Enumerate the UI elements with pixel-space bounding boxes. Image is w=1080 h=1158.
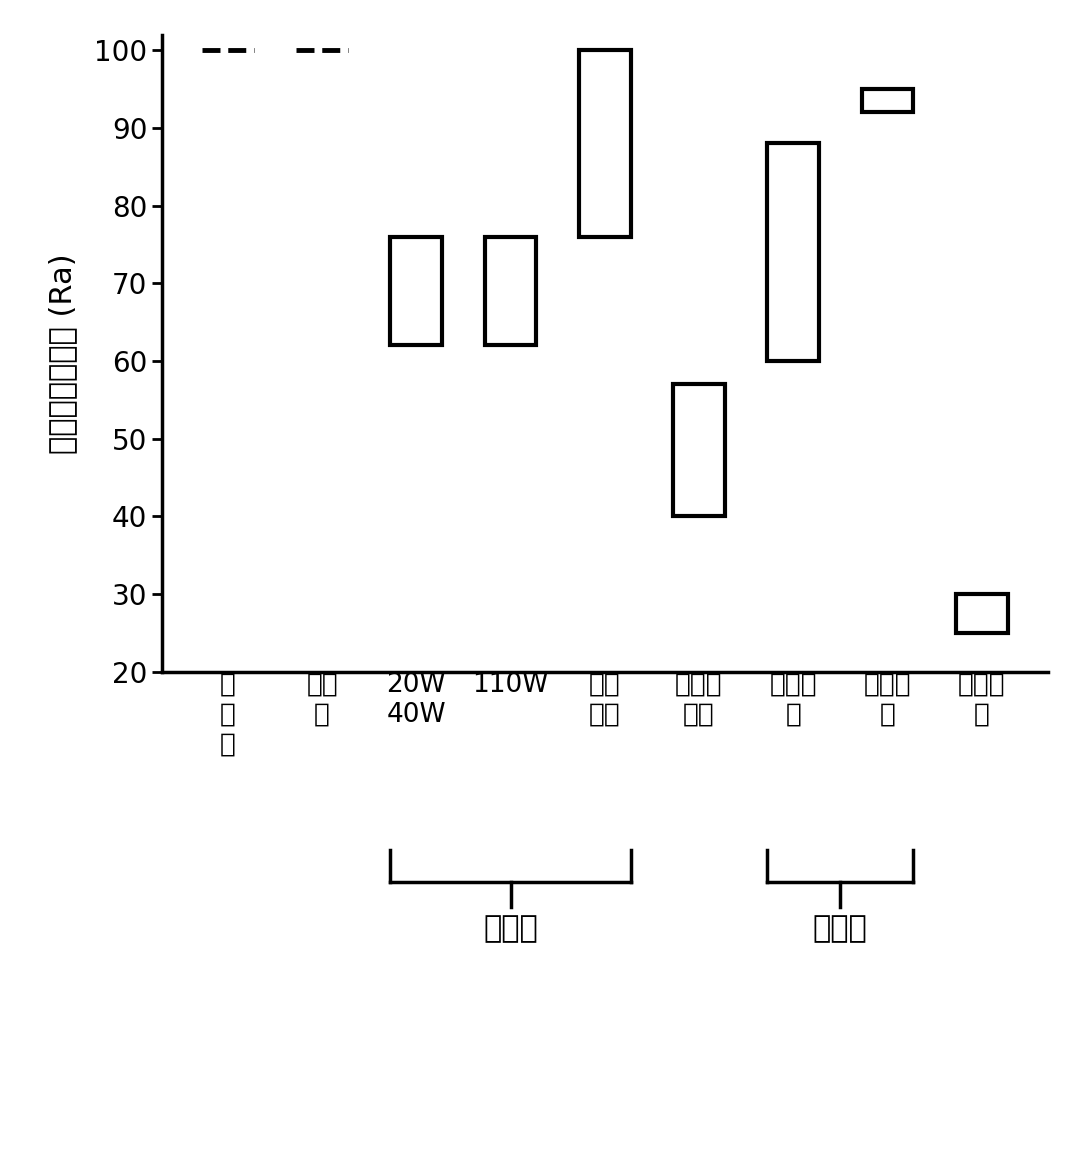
Bar — [862, 89, 914, 112]
Text: 高演色
灯: 高演色 灯 — [864, 672, 912, 727]
Text: 荧光灯: 荧光灯 — [483, 914, 538, 943]
Text: 荧光水
銀灯: 荧光水 銀灯 — [675, 672, 723, 727]
Bar — [485, 236, 537, 345]
Text: 金属卤: 金属卤 — [813, 914, 867, 943]
Y-axis label: 平均演色评价值 (Ra): 平均演色评价值 (Ra) — [49, 252, 78, 454]
Bar — [673, 384, 725, 516]
Text: 白
烰
灯: 白 烰 灯 — [220, 672, 235, 757]
Bar — [579, 50, 631, 236]
Bar — [767, 144, 819, 361]
Text: 110W: 110W — [472, 672, 549, 697]
Bar — [391, 236, 443, 345]
Text: 高演
色型: 高演 色型 — [589, 672, 621, 727]
Text: 高压鈕
灯: 高压鈕 灯 — [958, 672, 1005, 727]
Text: 高效率
灯: 高效率 灯 — [769, 672, 818, 727]
Text: 20W
40W: 20W 40W — [387, 672, 446, 727]
Text: 碝钙
灯: 碝钙 灯 — [307, 672, 338, 727]
Bar — [956, 594, 1008, 632]
